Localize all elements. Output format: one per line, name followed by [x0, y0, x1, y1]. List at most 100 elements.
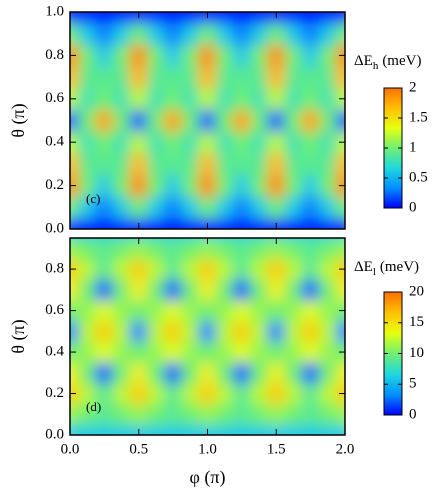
heatmap-cell — [78, 109, 97, 132]
heatmap-cell — [198, 258, 217, 280]
heatmap-cell — [198, 403, 217, 426]
heatmap-cell — [267, 299, 286, 322]
heatmap-cell — [198, 238, 217, 260]
x-tick-label: 2.0 — [336, 441, 355, 457]
heatmap-cell — [164, 195, 183, 219]
heatmap-cell — [112, 320, 131, 343]
y-tick-label: 0.0 — [45, 220, 64, 236]
heatmap-cell — [181, 258, 200, 280]
heatmap-cell — [181, 152, 200, 176]
heatmap-cell — [249, 424, 269, 435]
heatmap-cell — [164, 44, 183, 67]
heatmap-cell — [249, 361, 269, 384]
heatmap-cell — [335, 217, 345, 229]
heatmap-cell — [232, 299, 251, 322]
heatmap-cell — [318, 299, 337, 322]
heatmap-cell — [146, 299, 166, 322]
heatmap-cell — [146, 382, 166, 405]
heatmap-cell — [129, 403, 148, 426]
heatmap-cell — [232, 65, 251, 89]
heatmap-cell — [249, 299, 269, 322]
heatmap-cell — [164, 22, 183, 46]
heatmap-cell — [146, 12, 166, 24]
x-tick-label: 1.0 — [198, 441, 217, 457]
heatmap-cell — [146, 22, 166, 46]
heatmap-cell — [232, 152, 251, 176]
heatmap-cell — [335, 195, 345, 219]
heatmap-cell — [181, 65, 200, 89]
heatmap-cell — [181, 278, 200, 301]
heatmap-cell — [335, 424, 345, 435]
heatmap-cell — [164, 258, 183, 280]
heatmap-cell — [198, 44, 217, 67]
heatmap-cell — [112, 382, 131, 405]
heatmap-cell — [129, 238, 148, 260]
heatmap-cell — [164, 238, 183, 260]
heatmap-cell — [164, 87, 183, 111]
heatmap-cell — [70, 22, 80, 46]
heatmap-cell — [284, 382, 303, 405]
heatmap-cell — [232, 22, 251, 46]
heatmap-cell — [129, 195, 148, 219]
heatmap-cell — [249, 12, 269, 24]
heatmap-cell — [318, 174, 337, 197]
heatmap-cell — [95, 152, 114, 176]
heatmap-cell — [164, 361, 183, 384]
heatmap-cell — [78, 152, 97, 176]
heatmap-cell — [215, 361, 234, 384]
heatmap-cell — [267, 382, 286, 405]
heatmap-cell — [146, 238, 166, 260]
heatmap-cell — [301, 382, 320, 405]
heatmap-cell — [267, 320, 286, 343]
heatmap-cell — [112, 403, 131, 426]
heatmap-cell — [95, 12, 114, 24]
heatmap-cell — [78, 238, 97, 260]
heatmap-cell — [198, 152, 217, 176]
x-tick-label: 0.5 — [129, 441, 148, 457]
heatmap-cell — [318, 382, 337, 405]
heatmap-cell — [146, 403, 166, 426]
heatmap-cell — [95, 109, 114, 132]
y-tick-label: 0.8 — [45, 47, 64, 63]
heatmap-cell — [318, 341, 337, 363]
heatmap-cell — [146, 174, 166, 197]
heatmap-cell — [284, 130, 303, 154]
heatmap-cell — [70, 424, 80, 435]
heatmap-cell — [301, 174, 320, 197]
heatmap-cell — [78, 424, 97, 435]
heatmap-cell — [318, 424, 337, 435]
heatmap-cell — [284, 87, 303, 111]
heatmap-cell — [232, 361, 251, 384]
heatmap-cell — [198, 174, 217, 197]
heatmap-cell — [301, 424, 320, 435]
y-tick-label: 0.4 — [45, 134, 64, 150]
heatmap-cell — [181, 424, 200, 435]
heatmap-cell — [267, 174, 286, 197]
heatmap-cell — [318, 65, 337, 89]
heatmap-cell — [232, 195, 251, 219]
heatmap-cell — [215, 320, 234, 343]
heatmap-cell — [284, 341, 303, 363]
heatmap-cell — [95, 238, 114, 260]
heatmap-cell — [164, 299, 183, 322]
heatmap-cell — [146, 130, 166, 154]
heatmap-cell — [335, 361, 345, 384]
heatmap-cell — [78, 217, 97, 229]
heatmap-cell — [284, 361, 303, 384]
heatmap-cell — [78, 87, 97, 111]
heatmap-cell — [318, 217, 337, 229]
heatmap-cell — [249, 65, 269, 89]
colorbar-tick-label: 0.5 — [409, 169, 428, 185]
heatmap-cell — [146, 87, 166, 111]
heatmap-cell — [146, 424, 166, 435]
heatmap-cell — [198, 87, 217, 111]
heatmap-cell — [70, 278, 80, 301]
heatmap-cell — [95, 299, 114, 322]
heatmap-cell — [95, 382, 114, 405]
heatmap-cell — [215, 382, 234, 405]
heatmap-cell — [267, 44, 286, 67]
heatmap-cell — [164, 217, 183, 229]
heatmap-cell — [146, 361, 166, 384]
heatmap-cell — [335, 278, 345, 301]
heatmap-cell — [112, 341, 131, 363]
